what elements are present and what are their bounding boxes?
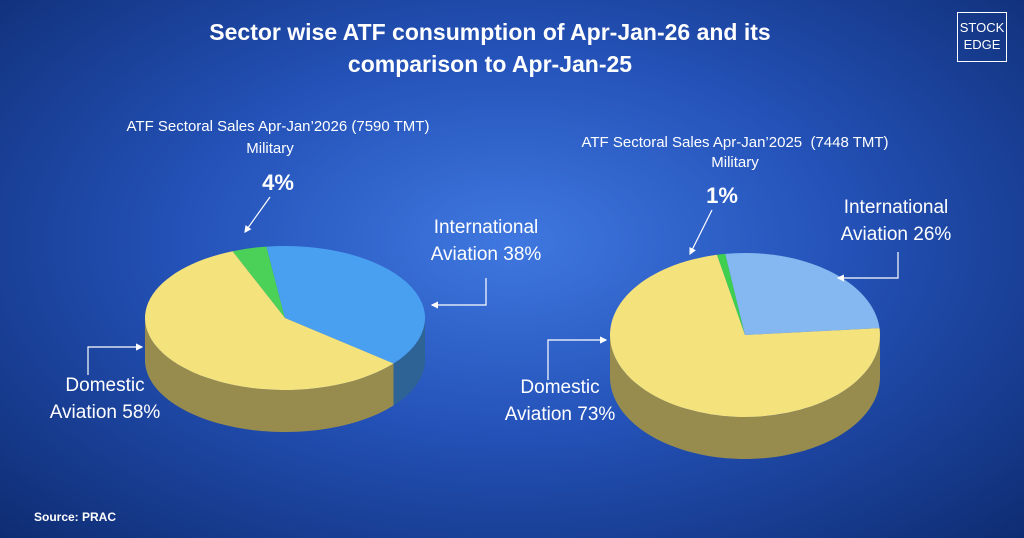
logo: STOCK EDGE [957, 12, 1007, 62]
slice [610, 254, 880, 417]
leader-line [689, 209, 713, 256]
slice [144, 251, 394, 390]
logo-text: STOCK [959, 20, 1005, 35]
slice-label: Military [246, 140, 294, 157]
leader-line [430, 278, 487, 309]
leader-line [244, 196, 271, 233]
category: Domestic Aviation [504, 377, 600, 425]
source: Source: PRAC [34, 510, 117, 524]
value-label: 73% [577, 404, 616, 425]
pies [144, 246, 880, 459]
slice-label: Domestic Aviation 58% [30, 372, 180, 426]
value-label: 38% [503, 244, 542, 265]
slice [266, 246, 426, 364]
value-label: 4% [262, 170, 294, 195]
leader-line [836, 252, 899, 282]
leader-line [547, 336, 608, 380]
category: Domestic Aviation [49, 375, 145, 423]
slice-label: Military [711, 154, 759, 171]
category: International Aviation [430, 217, 539, 265]
chart-title: ATF Sectoral Sales Apr-Jan’2026 (7590 TM… [126, 118, 430, 135]
slice-label: Domestic Aviation 73% [485, 374, 635, 428]
leader-line [87, 343, 144, 375]
slice-side [610, 335, 880, 459]
value-label: 1% [706, 183, 738, 208]
slice [725, 253, 880, 335]
slice-side [393, 318, 425, 406]
slice-label: International Aviation 38% [411, 214, 561, 268]
value-label: 58% [122, 402, 161, 423]
logo-text: EDGE [963, 37, 1001, 52]
page-title: Sector wise ATF consumption of Apr-Jan-2… [209, 19, 771, 77]
slice [716, 253, 745, 335]
slice-side [145, 318, 394, 432]
chart-title: ATF Sectoral Sales Apr-Jan’2025 (7448 TM… [581, 134, 889, 151]
slice-label: International Aviation 26% [821, 194, 971, 248]
value-label: 26% [913, 224, 952, 245]
slice [232, 246, 285, 318]
category: International Aviation [840, 197, 949, 245]
